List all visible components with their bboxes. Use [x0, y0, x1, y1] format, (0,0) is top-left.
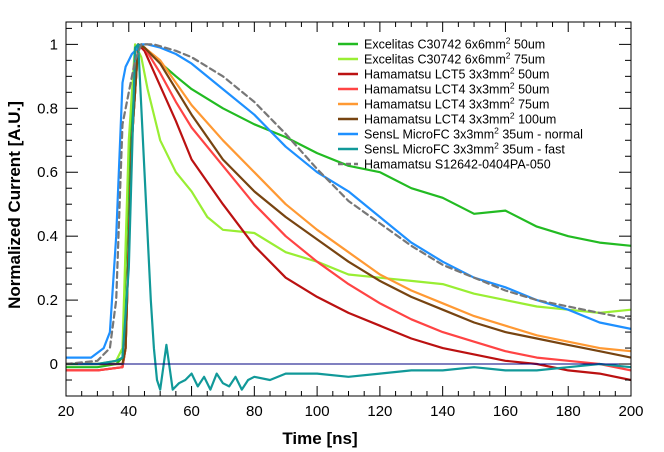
legend-label-hamamatsu-lct4-3x3mm-75um: Hamamatsu LCT4 3x3mm2 75um	[364, 96, 549, 112]
x-tick-label: 80	[246, 403, 263, 420]
x-tick-label: 100	[305, 403, 330, 420]
legend-label-hamamatsu-s12642-0404pa-050: Hamamatsu S12642-0404PA-050	[364, 158, 551, 172]
legend-label-excelitas-c30742-6x6mm-50um: Excelitas C30742 6x6mm2 50um	[364, 36, 545, 52]
series-line-sensl-microfc-3x3mm-35um-fast	[66, 43, 631, 391]
x-tick-label: 40	[120, 403, 137, 420]
series-line-hamamatsu-s12642-0404pa-050	[66, 43, 631, 366]
x-tick-label: 140	[430, 403, 455, 420]
y-tick-label: 0.2	[37, 292, 58, 309]
legend-label-hamamatsu-lct4-3x3mm-50um: Hamamatsu LCT4 3x3mm2 50um	[364, 81, 549, 97]
y-axis-title: Normalized Current [A.U.]	[5, 101, 24, 309]
legend-label-hamamatsu-lct4-3x3mm-100um: Hamamatsu LCT4 3x3mm2 100um	[364, 111, 556, 127]
legend-label-excelitas-c30742-6x6mm-75um: Excelitas C30742 6x6mm2 75um	[364, 51, 545, 67]
x-tick-label: 180	[556, 403, 581, 420]
x-tick-label: 160	[493, 403, 518, 420]
x-tick-label: 20	[58, 403, 75, 420]
series-line-excelitas-c30742-6x6mm-75um	[66, 43, 631, 366]
y-tick-label: 0.4	[37, 228, 58, 245]
legend-label-hamamatsu-lct5-3x3mm-50um: Hamamatsu LCT5 3x3mm2 50um	[364, 66, 549, 82]
y-tick-label: 0.6	[37, 164, 58, 181]
x-axis-title: Time [ns]	[282, 429, 357, 448]
y-tick-label: 0.8	[37, 100, 58, 117]
ticks-layer: 20 40 60 80 100 120 140 160 180 200 0 0.2 0.4 0.6 0.8 1	[37, 22, 644, 420]
x-tick-label: 200	[618, 403, 643, 420]
y-tick-label: 1	[50, 36, 58, 53]
series-layer	[66, 43, 631, 391]
y-tick-label: 0	[50, 356, 58, 373]
legend-label-sensl-microfc-3x3mm-35um-normal: SensL MicroFC 3x3mm2 35um - normal	[364, 126, 583, 142]
legend-label-sensl-microfc-3x3mm-35um-fast: SensL MicroFC 3x3mm2 35um - fast	[364, 141, 565, 157]
x-tick-label: 120	[367, 403, 392, 420]
x-tick-label: 60	[183, 403, 200, 420]
